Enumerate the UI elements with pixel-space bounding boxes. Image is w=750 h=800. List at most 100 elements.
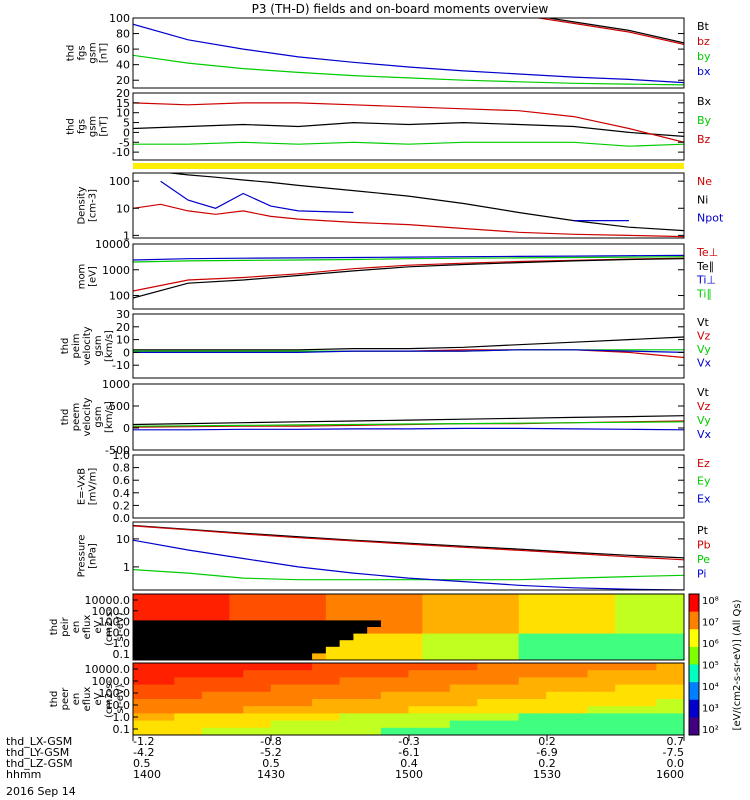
spectrogram-cell — [174, 670, 189, 678]
series-line-Pt — [133, 524, 684, 559]
spectrogram-cell — [546, 706, 561, 714]
spectrogram-cell — [546, 653, 561, 661]
spectrogram-cell — [380, 713, 396, 722]
spectrogram-cell — [628, 653, 644, 661]
panel-frame — [132, 454, 685, 519]
spectrogram-cell — [436, 699, 451, 707]
y-axis-label-line: Pressure — [77, 535, 88, 578]
spectrogram-cell — [642, 600, 657, 608]
spectrogram-cell — [532, 699, 547, 707]
spectrogram-cell — [256, 633, 272, 641]
spectrogram-cell — [601, 594, 616, 602]
spectrogram-cell — [160, 663, 175, 671]
spectrogram-cell — [642, 720, 657, 729]
tick-label: 10 — [116, 107, 130, 120]
spectrogram-cell — [284, 706, 299, 714]
spectrogram-cell — [573, 607, 589, 615]
spectrogram-cell — [615, 613, 630, 621]
y-axis-label-line: peem — [71, 403, 82, 431]
spectrogram-cell — [312, 677, 327, 686]
tick-label: 100.0 — [99, 616, 131, 629]
spectrogram-cell — [491, 613, 506, 621]
spectrogram-cell — [422, 646, 437, 654]
spectrogram-cell — [325, 677, 341, 686]
spectrogram-cell — [628, 699, 644, 707]
spectrogram-cell — [353, 691, 368, 700]
spectrogram-cell — [256, 699, 272, 707]
footer-row-label: thd_LY-GSM — [6, 746, 69, 759]
spectrogram-cell — [422, 594, 437, 602]
spectrogram-cell — [601, 691, 616, 700]
spectrogram-cell — [560, 607, 575, 615]
spectrogram-cell — [367, 646, 382, 654]
spectrogram-cell — [325, 594, 341, 602]
spectrogram-cell — [339, 600, 354, 608]
legend-Pt: Pt — [697, 524, 709, 537]
panel-p7: 1.00.80.60.40.20.0 Ez Ey Ex E=-VxB[mV/m] — [77, 449, 711, 525]
spectrogram-cell — [491, 670, 506, 678]
spectrogram-cell — [532, 640, 547, 648]
spectrogram-cell — [201, 699, 217, 707]
spectrogram-cell — [449, 607, 465, 615]
spectrogram-cell — [560, 691, 575, 700]
series-line-Vx — [133, 349, 684, 353]
series-line-Pe — [133, 569, 684, 581]
spectrogram-cell — [201, 663, 217, 671]
spectrogram-cell — [477, 627, 492, 635]
spectrogram-cell — [408, 684, 423, 693]
spectrogram-cell — [353, 720, 368, 729]
y-axis-label-line: [km/s] — [104, 330, 115, 362]
spectrogram-cell — [546, 663, 561, 671]
spectrogram-cell — [353, 727, 368, 736]
spectrogram-cell — [160, 727, 175, 736]
spectrogram-cell — [215, 727, 230, 736]
series-line-By — [133, 141, 684, 147]
spectrogram-cell — [146, 653, 162, 661]
spectrogram-cell — [491, 600, 506, 608]
spectrogram-cell — [174, 677, 189, 686]
spectrogram-cell — [601, 713, 616, 722]
spectrogram-cell — [174, 706, 189, 714]
spectrogram-cell — [215, 620, 230, 628]
spectrogram-cell — [560, 670, 575, 678]
tick-label: 20 — [116, 321, 130, 334]
spectrogram-cell — [656, 727, 671, 736]
spectrogram-cell — [532, 613, 547, 621]
spectrogram-cell — [312, 684, 327, 693]
spectrogram-cell — [312, 594, 327, 602]
spectrogram-cell — [422, 684, 437, 693]
spectrogram-cell — [133, 699, 148, 707]
spectrogram-cell — [367, 713, 382, 722]
spectrogram-cell — [133, 607, 148, 615]
spectrogram-cell — [656, 633, 671, 641]
spectrogram-cell — [504, 627, 520, 635]
spectrogram-cell — [463, 620, 478, 628]
spectrogram-cell — [380, 620, 396, 628]
spectrogram-cell — [133, 627, 148, 635]
spectrogram-cell — [270, 640, 286, 648]
spectrogram-cell — [229, 677, 244, 686]
y-axis-label-line: sr-eV) — [115, 684, 126, 713]
spectrogram-cell — [298, 640, 313, 648]
spectrogram-cell — [560, 594, 575, 602]
spectrogram-cell — [477, 713, 492, 722]
spectrogram-cell — [133, 646, 148, 654]
series-line-bz — [534, 18, 684, 45]
spectrogram-cell — [449, 720, 465, 729]
panel-frame — [132, 521, 685, 591]
spectrogram-cell — [656, 620, 671, 628]
spectrogram-cell — [174, 646, 189, 654]
spectrogram-cell — [325, 640, 341, 648]
spectrogram-cell — [491, 677, 506, 686]
spectrogram-cell — [628, 633, 644, 641]
spectrogram-cell — [642, 633, 657, 641]
spectrogram-cell — [160, 640, 175, 648]
spectrogram-cell — [394, 713, 409, 722]
y-axis-label-line: eV — [93, 620, 104, 633]
legend-by: by — [697, 50, 711, 63]
spectrogram-cell — [133, 640, 148, 648]
spectrogram-cell — [284, 613, 299, 621]
tick-label: 0.1 — [113, 723, 131, 736]
tick-label: 20 — [116, 74, 130, 87]
spectrogram-cell — [298, 653, 313, 661]
